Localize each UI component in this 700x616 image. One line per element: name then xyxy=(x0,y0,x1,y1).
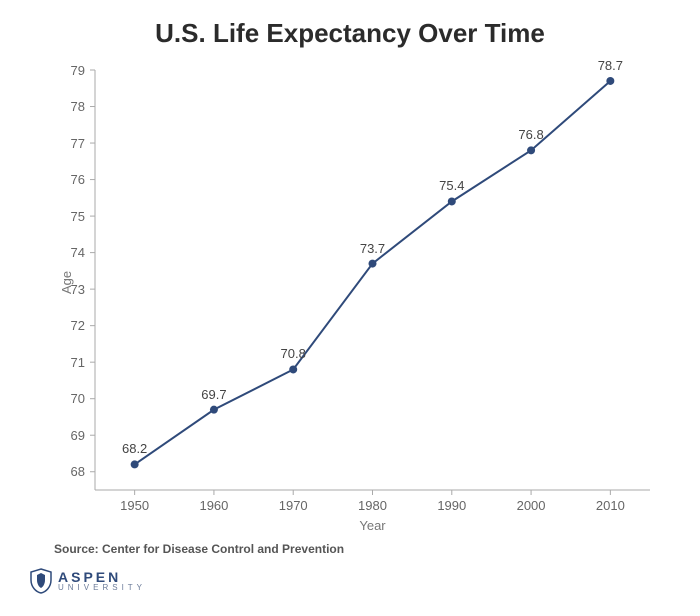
data-point-label: 78.7 xyxy=(598,58,623,73)
x-tick-label: 1950 xyxy=(120,498,149,513)
y-tick-label: 76 xyxy=(71,172,85,187)
x-tick-label: 1980 xyxy=(358,498,387,513)
data-point-label: 73.7 xyxy=(360,241,385,256)
y-tick-label: 69 xyxy=(71,428,85,443)
x-tick-label: 2000 xyxy=(517,498,546,513)
logo-univ: UNIVERSITY xyxy=(58,584,146,592)
x-tick-label: 2010 xyxy=(596,498,625,513)
chart-title: U.S. Life Expectancy Over Time xyxy=(0,18,700,49)
line-chart-svg xyxy=(95,70,650,490)
data-point-label: 69.7 xyxy=(201,387,226,402)
x-tick-label: 1990 xyxy=(437,498,466,513)
y-axis-title: Age xyxy=(59,271,74,294)
y-tick-label: 77 xyxy=(71,136,85,151)
y-tick-label: 75 xyxy=(71,209,85,224)
chart-container: U.S. Life Expectancy Over Time 686970717… xyxy=(0,0,700,616)
x-tick-label: 1960 xyxy=(199,498,228,513)
data-point-label: 70.8 xyxy=(281,346,306,361)
brand-logo: ASPEN UNIVERSITY xyxy=(30,568,146,594)
y-tick-label: 74 xyxy=(71,245,85,260)
logo-text: ASPEN UNIVERSITY xyxy=(58,570,146,592)
y-tick-label: 68 xyxy=(71,464,85,479)
shield-icon xyxy=(30,568,52,594)
x-axis-title: Year xyxy=(359,518,385,533)
y-tick-label: 70 xyxy=(71,391,85,406)
y-tick-label: 79 xyxy=(71,63,85,78)
source-attribution: Source: Center for Disease Control and P… xyxy=(54,542,344,556)
data-point-label: 68.2 xyxy=(122,441,147,456)
x-tick-label: 1970 xyxy=(279,498,308,513)
logo-aspen: ASPEN xyxy=(58,570,146,584)
data-point-label: 75.4 xyxy=(439,178,464,193)
y-tick-label: 78 xyxy=(71,99,85,114)
y-tick-label: 72 xyxy=(71,318,85,333)
y-tick-label: 71 xyxy=(71,355,85,370)
data-point-label: 76.8 xyxy=(518,127,543,142)
plot-area: 6869707172737475767778791950196019701980… xyxy=(95,70,650,490)
